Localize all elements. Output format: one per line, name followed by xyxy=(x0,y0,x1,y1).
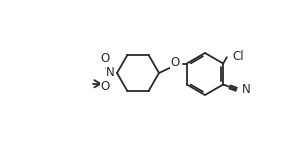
Text: O: O xyxy=(101,52,110,65)
Text: N: N xyxy=(242,83,251,96)
Text: N: N xyxy=(106,67,115,79)
Text: O: O xyxy=(171,57,180,69)
Text: Cl: Cl xyxy=(233,50,244,63)
Text: O: O xyxy=(101,80,110,93)
